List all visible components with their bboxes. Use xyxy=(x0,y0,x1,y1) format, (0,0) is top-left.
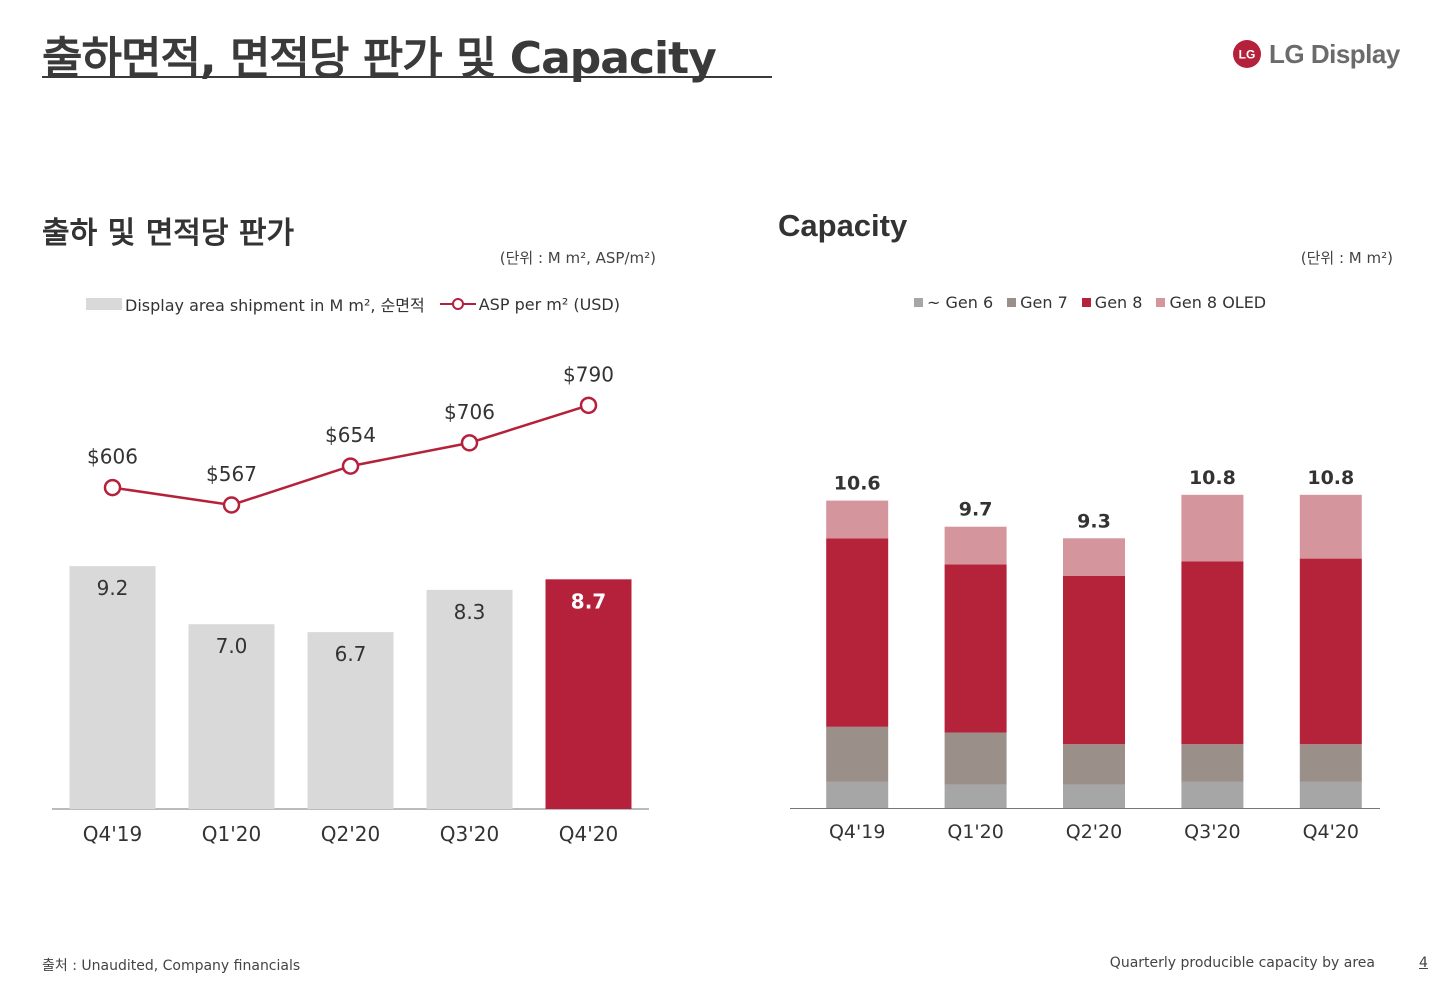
legend-swatch-gen7 xyxy=(1007,298,1017,307)
capacity-legend: ~ Gen 6 Gen 7 Gen 8 Gen 8 OLED xyxy=(914,293,1280,312)
title-underline xyxy=(42,76,772,78)
asp-label: $567 xyxy=(206,462,257,486)
brand-logo: LG LG Display xyxy=(1232,36,1400,72)
asp-point xyxy=(460,434,479,452)
legend-label-asp: ASP per m² (USD) xyxy=(478,294,620,314)
shipment-bar-label: 9.2 xyxy=(97,576,129,600)
capacity-chart: 10.6 Q4'19 9.7 Q1'20 9.3 Q2'20 10.8 Q3'20 10.8 Q4… xyxy=(790,467,1380,843)
brand-name: LG Display xyxy=(1269,38,1400,69)
shipment-bar xyxy=(188,624,275,809)
gen7-segment xyxy=(1063,744,1125,785)
shipment-bar-label: 6.7 xyxy=(335,642,367,666)
gen7-segment xyxy=(1181,744,1244,782)
page-number: 4 xyxy=(1419,955,1428,971)
gen8-oled-segment xyxy=(1181,494,1244,562)
capacity-total-label: 10.8 xyxy=(1307,467,1354,489)
gen8-segment xyxy=(1181,561,1244,745)
asp-point xyxy=(222,496,241,514)
shipment-bar xyxy=(307,632,394,809)
legend-item-gen6: ~ Gen 6 xyxy=(914,293,993,312)
legend-label-gen6: ~ Gen 6 xyxy=(927,293,994,312)
gen8-oled-segment xyxy=(826,500,889,539)
x-tick-label: Q3'20 xyxy=(1184,821,1240,843)
page-title: 출하면적, 면적당 판가 및 Capacity xyxy=(42,33,717,84)
legend-item-gen8: Gen 8 xyxy=(1081,293,1143,312)
gen6-segment xyxy=(826,781,889,808)
gen6-segment xyxy=(1181,781,1244,808)
x-tick-label: Q2'20 xyxy=(1066,821,1122,843)
asp-point xyxy=(579,396,598,415)
gen6-segment xyxy=(1299,781,1362,808)
legend-item-shipment: Display area shipment in M m², 순면적 xyxy=(86,292,425,316)
capacity-total-label: 10.6 xyxy=(834,473,881,495)
capacity-total-label: 10.8 xyxy=(1189,467,1236,489)
legend-swatch-asp-icon xyxy=(439,298,476,310)
gen8-segment xyxy=(944,564,1007,733)
x-tick-label: Q4'20 xyxy=(1303,821,1359,843)
capacity-total-label: 9.3 xyxy=(1077,510,1111,532)
gen8-segment xyxy=(826,538,889,727)
legend-swatch-shipment xyxy=(86,298,122,310)
gen7-segment xyxy=(944,732,1007,785)
shipment-bar-label: 8.3 xyxy=(454,600,486,624)
asp-point xyxy=(103,478,122,497)
x-tick-label: Q4'19 xyxy=(83,822,142,846)
legend-label-shipment: Display area shipment in M m², 순면적 xyxy=(125,296,425,315)
gen7-segment xyxy=(1299,744,1362,782)
legend-label-gen7: Gen 7 xyxy=(1020,293,1068,312)
x-tick-label: Q1'20 xyxy=(202,822,261,846)
legend-label-gen8-oled: Gen 8 OLED xyxy=(1169,293,1267,312)
gen8-oled-segment xyxy=(944,526,1007,565)
legend-swatch-gen8 xyxy=(1081,298,1091,307)
shipment-bar xyxy=(69,566,156,809)
x-tick-label: Q4'19 xyxy=(829,821,885,843)
shipment-bar-label: 8.7 xyxy=(571,589,606,613)
asp-line xyxy=(112,404,589,507)
shipment-bar-label: 7.0 xyxy=(216,634,248,658)
legend-swatch-gen6 xyxy=(914,298,923,307)
capacity-unit-note: (단위 : M m²) xyxy=(1300,249,1393,267)
asp-label: $706 xyxy=(444,400,495,424)
x-tick-label: Q4'20 xyxy=(559,822,618,846)
shipment-bar xyxy=(545,579,632,809)
shipment-bar xyxy=(426,589,513,809)
lg-logo-icon: LG xyxy=(1233,40,1261,68)
lg-logo-mark: LG xyxy=(1239,48,1256,62)
legend-item-gen7: Gen 7 xyxy=(1007,293,1068,312)
legend-item-gen8-oled: Gen 8 OLED xyxy=(1156,293,1266,312)
gen8-oled-segment xyxy=(1299,494,1362,559)
asp-point xyxy=(341,457,360,475)
x-tick-label: Q2'20 xyxy=(321,822,380,846)
shipment-unit-note: (단위 : M m², ASP/m²) xyxy=(499,249,656,267)
footer-source: 출처 : Unaudited, Company financials xyxy=(42,958,301,974)
gen8-segment xyxy=(1299,558,1362,745)
legend-swatch-gen8-oled xyxy=(1156,298,1166,307)
legend-item-asp: ASP per m² (USD) xyxy=(439,295,620,314)
footer-note: Quarterly producible capacity by area xyxy=(1109,955,1375,971)
x-tick-label: Q1'20 xyxy=(947,821,1003,843)
capacity-total-label: 9.7 xyxy=(959,499,993,521)
x-tick-label: Q3'20 xyxy=(440,822,499,846)
legend-label-gen8: Gen 8 xyxy=(1094,293,1143,312)
gen8-oled-segment xyxy=(1063,538,1125,576)
capacity-section-title: Capacity xyxy=(778,208,908,243)
asp-label: $654 xyxy=(325,423,376,447)
asp-label: $606 xyxy=(87,445,138,469)
shipment-asp-chart: 9.2 Q4'19 7.0 Q1'20 6.7 Q2'20 8.3 Q3'20 8.7 Q4'20… xyxy=(52,362,649,846)
shipment-section-title: 출하 및 면적당 판가 xyxy=(42,216,295,251)
shipment-legend: Display area shipment in M m², 순면적 ASP p… xyxy=(86,292,634,316)
asp-label: $790 xyxy=(563,362,614,386)
gen6-segment xyxy=(944,784,1007,808)
gen7-segment xyxy=(826,726,889,782)
gen8-segment xyxy=(1063,576,1125,745)
gen6-segment xyxy=(1063,784,1125,808)
